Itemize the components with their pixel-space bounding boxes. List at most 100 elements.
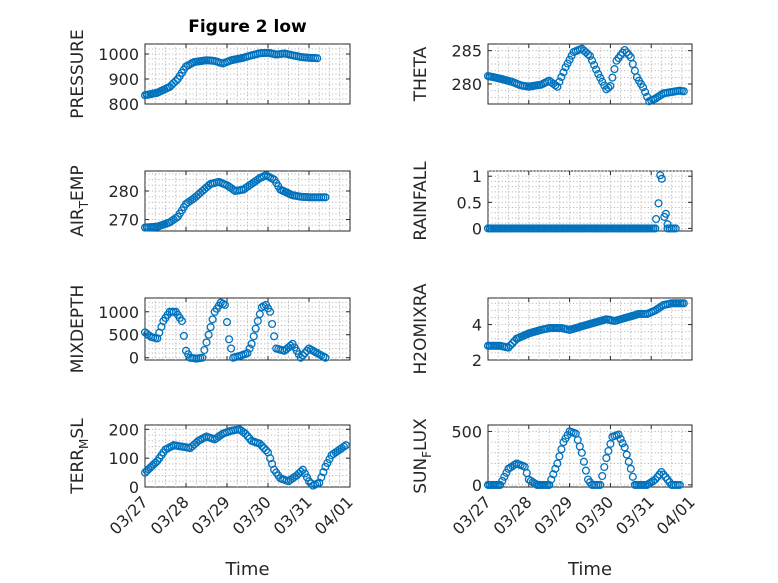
x-tick-label: 03/27: [449, 492, 495, 538]
y-tick-label: 0: [129, 349, 139, 368]
data-point: [286, 341, 295, 350]
grid-lines: [488, 425, 692, 487]
x-axis-label: Time: [224, 559, 269, 580]
data-point: [606, 439, 615, 448]
data-point: [624, 50, 633, 59]
data-point: [220, 300, 229, 309]
data-point: [247, 339, 256, 348]
data-point: [579, 457, 588, 466]
y-axis-label: AIRTEMP: [68, 165, 91, 236]
data-point: [654, 199, 663, 208]
y-axis-label: THETA: [411, 46, 431, 102]
data-point: [165, 82, 174, 92]
y-tick-label: 0: [129, 478, 139, 497]
subplot-terrmsl: 0 100 200 TERRMSL 03/2703/2803/2903/3003/310…: [68, 418, 357, 580]
data-point: [679, 87, 688, 96]
data-point: [557, 445, 566, 454]
data-point: [243, 349, 252, 358]
data-point: [657, 174, 666, 183]
data-point: [596, 73, 605, 82]
y-tick-label: 800: [108, 95, 139, 114]
data-markers: [140, 171, 330, 232]
x-tick-label: 03/28: [490, 492, 536, 538]
data-point: [268, 319, 277, 329]
data-point: [641, 87, 650, 97]
y-axis-label-part: AIR: [68, 208, 88, 237]
y-axis-label: RAINFALL: [411, 161, 431, 241]
data-point: [249, 332, 258, 341]
data-point: [655, 303, 664, 312]
y-tick-label: 285: [451, 42, 482, 61]
data-point: [315, 478, 324, 487]
data-point: [204, 330, 213, 339]
y-axis-label-subscript: T: [77, 200, 91, 209]
x-tick-label: 03/30: [229, 492, 275, 538]
data-point: [341, 441, 350, 450]
y-tick-label: 0: [472, 219, 482, 238]
data-point: [651, 475, 660, 484]
y-axis-label-part: SUN: [411, 458, 431, 494]
y-tick-label: 200: [108, 420, 139, 439]
y-axis-label: MIXDEPTH: [68, 285, 88, 374]
data-point: [638, 83, 648, 92]
data-point: [598, 471, 607, 481]
y-axis-label: H2OMIXRA: [411, 283, 431, 374]
data-point: [620, 45, 629, 55]
data-point: [628, 472, 637, 481]
y-axis-label: TERRMSL: [68, 418, 91, 495]
data-point: [500, 472, 509, 481]
data-point: [200, 345, 209, 355]
y-axis-label-subscript: M: [77, 439, 91, 449]
data-point: [577, 448, 586, 457]
y-tick-label: 4: [472, 316, 482, 335]
y-tick-label: 1: [472, 167, 482, 186]
data-point: [652, 214, 661, 224]
data-point: [604, 83, 613, 92]
y-axis-label-subscript: F: [420, 451, 434, 458]
x-tick-label: 04/01: [653, 492, 699, 538]
data-point: [614, 430, 623, 439]
y-tick-label: 280: [108, 182, 139, 201]
data-point: [208, 315, 217, 324]
data-point: [296, 467, 305, 476]
data-point: [555, 77, 564, 86]
data-point: [590, 60, 599, 70]
data-point: [253, 175, 262, 184]
data-point: [622, 450, 631, 459]
x-tick-label: 03/29: [530, 492, 576, 538]
subplot-rainfall: 0 0.5 1 RAINFALL: [411, 161, 693, 241]
subplot-sunflux: 0 500 SUNFLUX 03/2703/2803/2903/3003/3104/0…: [411, 418, 699, 580]
data-point: [313, 54, 322, 63]
data-point: [671, 224, 680, 233]
y-axis-label-part: LUX: [411, 418, 431, 451]
x-tick-label: 03/29: [188, 492, 234, 538]
data-point: [304, 477, 314, 486]
y-tick-label: 500: [451, 422, 482, 441]
data-point: [225, 335, 234, 344]
subplot-airtemp: 270 280 AIRTEMP: [68, 165, 351, 237]
data-markers: [140, 425, 350, 490]
data-point: [202, 338, 211, 347]
data-point: [565, 55, 574, 64]
data-point: [198, 353, 207, 362]
data-point: [618, 439, 627, 448]
data-point: [530, 479, 539, 488]
y-tick-label: 1000: [98, 303, 139, 322]
y-axis-label: PRESSURE: [68, 29, 88, 118]
data-point: [559, 68, 568, 77]
x-tick-label: 03/31: [612, 492, 658, 538]
data-markers: [140, 48, 322, 100]
subplot-theta: 280 285 THETA: [411, 42, 693, 106]
data-point: [596, 480, 605, 489]
data-point: [547, 475, 556, 484]
x-tick-label: 04/01: [311, 492, 357, 538]
data-point: [257, 441, 266, 450]
data-point: [661, 472, 670, 482]
data-point: [298, 351, 307, 360]
subplot-mixdepth: 0 500 1000 MIXDEPTH: [68, 285, 351, 374]
data-point: [549, 470, 558, 479]
y-tick-label: 2: [472, 351, 482, 370]
data-markers: [140, 298, 330, 363]
data-point: [622, 48, 631, 57]
